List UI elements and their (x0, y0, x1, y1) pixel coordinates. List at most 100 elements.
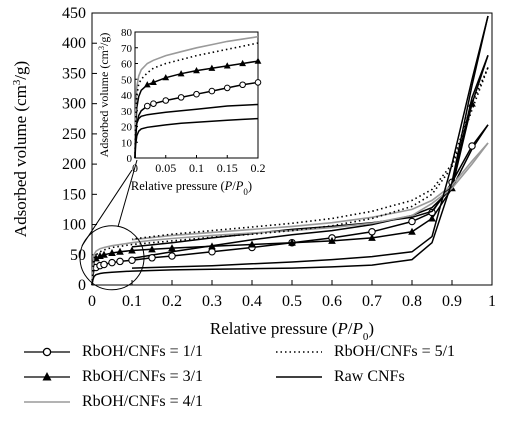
inset-marker-filled-triangle (143, 81, 151, 88)
y-tick-label: 0 (78, 277, 86, 294)
inset-y-tick-label: 50 (121, 74, 133, 86)
marker-filled-triangle (428, 214, 436, 222)
series-desorption-rboh-cnfs-4-1 (131, 142, 489, 241)
x-tick-label: 0.9 (442, 293, 462, 310)
inset-x-tick-label: 0.1 (189, 161, 204, 175)
inset-y-tick-label: 80 (121, 27, 133, 39)
y-tick-label: 250 (62, 126, 86, 143)
inset-marker-open-circle (177, 94, 185, 101)
inset-marker-open-circle (193, 90, 200, 98)
x-tick-label: 0 (88, 293, 96, 310)
inset-y-tick-label: 0 (127, 153, 133, 165)
marker-open-circle (100, 260, 108, 269)
inset-y-tick-label: 70 (121, 43, 133, 55)
x-axis-label-part: 0 (363, 331, 369, 343)
inset-marker-filled-triangle (208, 64, 216, 71)
legend-swatch-gray (24, 401, 70, 403)
inset-marker-open-circle (150, 100, 157, 107)
marker-open-circle (108, 258, 116, 267)
y-tick-label: 50 (70, 247, 86, 264)
marker-filled-triangle (368, 233, 376, 241)
inset-y-tick-label: 40 (121, 90, 133, 102)
legend-item-rboh-3-1: RbOH/CNFs = 3/1 (22, 365, 203, 389)
inset-marker-filled-triangle (254, 57, 262, 64)
inset-marker-open-circle (144, 102, 151, 110)
x-tick-label: 0.1 (122, 293, 142, 310)
inset-marker-filled-triangle (239, 59, 247, 67)
zoom-circle (79, 225, 145, 291)
y-axis-label-part: Adsorbed volume (cm (11, 85, 30, 237)
x-tick-label: 1 (488, 293, 496, 310)
marker-open-circle (128, 256, 136, 264)
inset-y-axis-label-part: Adsorbed volume (cm (97, 49, 111, 157)
legend-label: RbOH/CNFs = 4/1 (82, 393, 204, 410)
series-adsorption-raw-cnfs (91, 15, 489, 286)
inset-x-tick-label: 0.05 (155, 161, 176, 175)
legend-label: RbOH/CNFs = 1/1 (82, 343, 204, 360)
legend-item-raw-cnfs: Raw CNFs (274, 365, 405, 389)
marker-filled-triangle (108, 248, 116, 256)
x-tick-label: 0.2 (162, 293, 182, 310)
x-axis-label: Relative pressure (P/P0) (210, 319, 374, 343)
x-axis-label-part: / (348, 319, 353, 338)
inset-x-axis-label-part: / (232, 179, 236, 193)
y-tick-label: 350 (62, 65, 86, 82)
x-axis-label-part: P (352, 319, 363, 338)
legend-swatch-open-circle (24, 347, 70, 357)
zoom-connector (81, 169, 133, 247)
y-axis-label-part: /g) (11, 61, 30, 80)
legend-swatch-filled-triangle (24, 372, 70, 381)
y-tick-label: 200 (62, 156, 86, 173)
marker-filled-triangle (468, 99, 476, 107)
inset-x-tick-label: 0 (132, 161, 138, 175)
legend-swatch-dotted (276, 351, 322, 353)
x-axis-label-part: ) (368, 319, 374, 338)
marker-filled-triangle (128, 246, 136, 254)
y-tick-label: 400 (62, 35, 86, 52)
marker-filled-triangle (408, 227, 416, 235)
inset-y-tick-label: 10 (121, 137, 133, 149)
inset-x-axis-label-part: P (235, 179, 244, 193)
legend-item-rboh-4-1: RbOH/CNFs = 4/1 (22, 390, 203, 414)
inset-series-rboh-cnfs-4-1 (134, 35, 259, 159)
inset-marker-filled-triangle (177, 70, 185, 77)
x-tick-label: 0.3 (202, 293, 222, 310)
inset-y-tick-label: 30 (121, 106, 133, 118)
inset-marker-open-circle (254, 79, 262, 86)
y-axis-label: Adsorbed volume (cm3/g) (11, 61, 30, 237)
marker-filled-triangle (168, 244, 176, 252)
marker-filled-triangle (148, 245, 156, 253)
marker-filled-triangle (328, 236, 336, 244)
inset-series-raw-cnfs (134, 117, 259, 159)
chart-legend: RbOH/CNFs = 1/1 RbOH/CNFs = 5/1 RbOH/CNF… (12, 340, 512, 440)
x-tick-label: 0.7 (362, 293, 382, 310)
series-desorption-rboh-cnfs-3-1 (131, 55, 489, 248)
marker-filled-triangle (100, 250, 108, 258)
marker-open-circle (116, 257, 124, 266)
marker-open-circle (168, 252, 176, 260)
inset-x-tick-label: 0.2 (251, 161, 266, 175)
marker-filled-triangle (248, 240, 256, 248)
legend-swatch-solid (276, 376, 322, 378)
x-axis-label-part: Relative pressure ( (210, 319, 338, 338)
series-adsorption-rboh-cnfs-4-1 (91, 142, 489, 286)
inset-y-tick-label: 20 (121, 122, 133, 134)
inset-marker-open-circle (162, 97, 170, 104)
inset-x-axis-label-part: Relative pressure ( (131, 179, 225, 193)
x-tick-label: 0.6 (322, 293, 342, 310)
inset-x-axis-label-part: P (224, 179, 233, 193)
marker-open-circle (208, 248, 216, 256)
y-tick-label: 150 (62, 186, 86, 203)
legend-label: Raw CNFs (334, 368, 405, 385)
inset-series-rboh-cnfs-3-1 (134, 60, 259, 159)
marker-filled-triangle (116, 247, 124, 255)
zoom-connector (117, 159, 138, 227)
x-tick-label: 0.5 (282, 293, 302, 310)
inset-marker-filled-triangle (193, 66, 200, 74)
y-tick-label: 450 (62, 5, 86, 22)
inset-series-raw-cnfs-upper- (134, 103, 259, 159)
legend-item-rboh-1-1: RbOH/CNFs = 1/1 (22, 340, 203, 364)
y-tick-label: 300 (62, 96, 86, 113)
inset-marker-filled-triangle (150, 78, 157, 85)
